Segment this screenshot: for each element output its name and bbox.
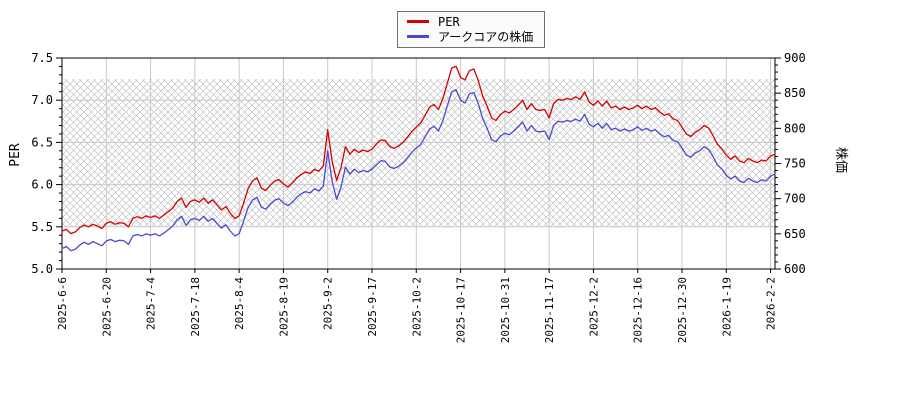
right-axis-title: 株価 bbox=[833, 146, 848, 173]
x-tick-label: 2026-2-2 bbox=[765, 277, 778, 330]
y-tick-label-right: 700 bbox=[784, 192, 806, 206]
x-tick-label: 2025-7-18 bbox=[189, 277, 202, 337]
hatch-band bbox=[62, 79, 775, 227]
x-tick-label: 2025-7-4 bbox=[145, 277, 158, 330]
x-tick-label: 2026-1-19 bbox=[720, 277, 733, 337]
legend-item-stock-price: アークコアの株価 bbox=[398, 29, 544, 44]
x-tick-label: 2025-6-6 bbox=[56, 277, 69, 330]
x-tick-label: 2025-9-17 bbox=[366, 277, 379, 337]
per-line bbox=[61, 65, 776, 235]
y-tick-label-left: 6.0 bbox=[31, 178, 53, 192]
legend-item-per: PER bbox=[398, 14, 544, 29]
left-axis-title: PER bbox=[8, 143, 23, 167]
y-tick-label-left: 5.0 bbox=[31, 262, 53, 276]
x-tick-label: 2025-8-19 bbox=[277, 277, 290, 337]
y-tick-label-right: 900 bbox=[784, 51, 806, 65]
x-tick-label: 2025-10-2 bbox=[410, 277, 423, 337]
y-tick-label-left: 5.5 bbox=[31, 220, 53, 234]
per-line-swatch bbox=[407, 20, 429, 23]
x-tick-label: 2025-9-2 bbox=[322, 277, 335, 330]
y-tick-label-left: 7.5 bbox=[31, 51, 53, 65]
x-tick-label: 2025-10-17 bbox=[455, 277, 468, 343]
y-tick-label-left: 6.5 bbox=[31, 135, 53, 149]
legend-box: PER アークコアの株価 bbox=[397, 11, 545, 48]
legend-label-per: PER bbox=[438, 14, 460, 29]
x-tick-label: 2025-8-4 bbox=[233, 277, 246, 330]
x-tick-label: 2025-11-17 bbox=[543, 277, 556, 343]
x-tick-label: 2025-12-30 bbox=[676, 277, 689, 343]
stock-price-line bbox=[61, 89, 776, 252]
stock-price-line-swatch bbox=[407, 35, 429, 38]
y-tick-label-right: 650 bbox=[784, 227, 806, 241]
y-tick-label-right: 800 bbox=[784, 121, 806, 135]
x-tick-label: 2025-6-20 bbox=[100, 277, 113, 337]
x-tick-label: 2025-10-31 bbox=[499, 277, 512, 343]
y-tick-label-right: 750 bbox=[784, 157, 806, 171]
x-tick-label: 2025-12-16 bbox=[632, 277, 645, 343]
x-tick-label: 2025-12-2 bbox=[587, 277, 600, 337]
y-tick-label-right: 850 bbox=[784, 86, 806, 100]
legend-label-stock-price: アークコアの株価 bbox=[438, 30, 534, 44]
y-tick-label-left: 7.0 bbox=[31, 93, 53, 107]
y-tick-label-right: 600 bbox=[784, 262, 806, 276]
